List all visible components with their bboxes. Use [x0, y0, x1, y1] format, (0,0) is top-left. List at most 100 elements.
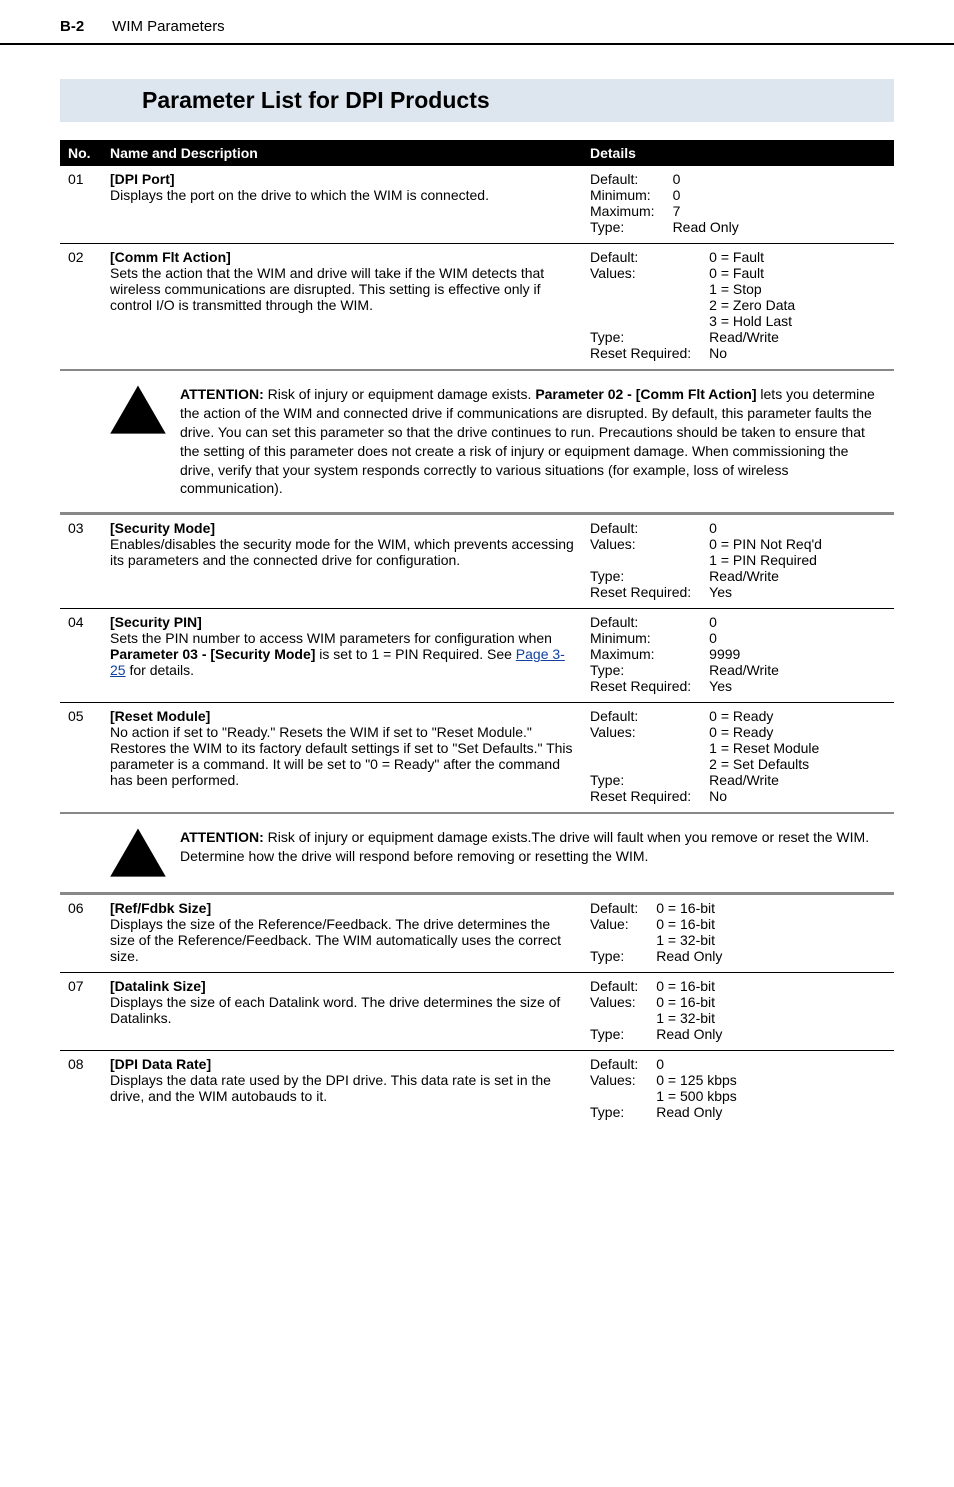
title-bar: Parameter List for DPI Products	[60, 79, 894, 122]
warning-icon	[110, 828, 166, 878]
param-no: 08	[60, 1051, 102, 1129]
table-row: 08[DPI Data Rate]Displays the data rate …	[60, 1051, 894, 1129]
param-name: [DPI Data Rate]	[110, 1056, 574, 1072]
param-details: Default:0 = FaultValues:0 = Fault1 = Sto…	[582, 244, 894, 371]
detail-label: Type:	[590, 1104, 638, 1120]
param-name-desc: [Comm Flt Action]Sets the action that th…	[102, 244, 582, 371]
detail-label: Default:	[590, 708, 691, 724]
detail-value: 7	[673, 203, 886, 219]
detail-value: 0 = Ready	[709, 724, 886, 740]
detail-value: 0	[709, 614, 886, 630]
detail-label: Reset Required:	[590, 788, 691, 804]
detail-label: Type:	[590, 948, 638, 964]
detail-label	[590, 552, 691, 568]
detail-value: Yes	[709, 584, 886, 600]
detail-label: Minimum:	[590, 630, 691, 646]
param-details: Default:0Values:0 = 125 kbps1 = 500 kbps…	[582, 1051, 894, 1129]
param-no: 06	[60, 894, 102, 973]
param-name: [Security PIN]	[110, 614, 574, 630]
param-no: 05	[60, 703, 102, 814]
param-name: [DPI Port]	[110, 171, 574, 187]
page-number: B-2	[60, 18, 84, 35]
attention-row: ATTENTION: Risk of injury or equipment d…	[60, 370, 894, 514]
table-header-row: No. Name and Description Details	[60, 140, 894, 166]
attention-empty	[60, 370, 102, 514]
page-header: B-2 WIM Parameters	[0, 0, 954, 45]
attention-cell: ATTENTION: Risk of injury or equipment d…	[102, 813, 894, 894]
param-desc: No action if set to "Ready." Resets the …	[110, 724, 574, 788]
param-desc: Sets the action that the WIM and drive w…	[110, 265, 574, 313]
param-desc: Displays the data rate used by the DPI d…	[110, 1072, 574, 1104]
detail-value: 0 = 16-bit	[656, 916, 886, 932]
param-details: Default:0 = ReadyValues:0 = Ready1 = Res…	[582, 703, 894, 814]
detail-label: Minimum:	[590, 187, 655, 203]
detail-value: Read/Write	[709, 329, 886, 345]
detail-value: Read/Write	[709, 662, 886, 678]
attention-box: ATTENTION: Risk of injury or equipment d…	[110, 828, 886, 878]
table-row: 06[Ref/Fdbk Size]Displays the size of th…	[60, 894, 894, 973]
detail-value: 0 = 16-bit	[656, 994, 886, 1010]
detail-value: 0	[673, 187, 886, 203]
parameters-table: No. Name and Description Details 01[DPI …	[60, 140, 894, 1128]
detail-label: Type:	[590, 219, 655, 235]
detail-grid: Default:0 = FaultValues:0 = Fault1 = Sto…	[590, 249, 886, 361]
detail-value: Read Only	[656, 1026, 886, 1042]
detail-label: Type:	[590, 662, 691, 678]
detail-label: Values:	[590, 536, 691, 552]
detail-label	[590, 281, 691, 297]
param-details: Default:0Minimum:0Maximum:7Type:Read Onl…	[582, 166, 894, 244]
detail-value: Read/Write	[709, 772, 886, 788]
attention-box: ATTENTION: Risk of injury or equipment d…	[110, 385, 886, 498]
detail-value: No	[709, 345, 886, 361]
param-desc: Displays the size of the Reference/Feedb…	[110, 916, 574, 964]
attention-empty	[60, 813, 102, 894]
param-name: [Datalink Size]	[110, 978, 574, 994]
attention-cell: ATTENTION: Risk of injury or equipment d…	[102, 370, 894, 514]
detail-value: 9999	[709, 646, 886, 662]
detail-value: 0 = Fault	[709, 249, 886, 265]
param-details: Default:0Minimum:0Maximum:9999Type:Read/…	[582, 609, 894, 703]
detail-value: 2 = Set Defaults	[709, 756, 886, 772]
detail-value: 0	[656, 1056, 886, 1072]
detail-label: Values:	[590, 265, 691, 281]
detail-label: Values:	[590, 724, 691, 740]
param-details: Default:0Values:0 = PIN Not Req'd1 = PIN…	[582, 514, 894, 609]
detail-label: Maximum:	[590, 646, 691, 662]
detail-value: Read Only	[656, 1104, 886, 1120]
detail-label	[590, 313, 691, 329]
param-name-desc: [DPI Data Rate]Displays the data rate us…	[102, 1051, 582, 1129]
detail-value: 3 = Hold Last	[709, 313, 886, 329]
detail-value: 2 = Zero Data	[709, 297, 886, 313]
table-row: 05[Reset Module]No action if set to "Rea…	[60, 703, 894, 814]
detail-grid: Default:0Values:0 = PIN Not Req'd1 = PIN…	[590, 520, 886, 600]
param-name-desc: [Ref/Fdbk Size]Displays the size of the …	[102, 894, 582, 973]
param-details: Default:0 = 16-bitValues:0 = 16-bit1 = 3…	[582, 973, 894, 1051]
detail-label: Values:	[590, 994, 638, 1010]
detail-grid: Default:0 = 16-bitValue:0 = 16-bit1 = 32…	[590, 900, 886, 964]
detail-value: 0 = Ready	[709, 708, 886, 724]
detail-label: Default:	[590, 978, 638, 994]
warning-icon	[110, 385, 166, 435]
table-row: 07[Datalink Size]Displays the size of ea…	[60, 973, 894, 1051]
detail-label	[590, 756, 691, 772]
table-row: 04[Security PIN]Sets the PIN number to a…	[60, 609, 894, 703]
detail-grid: Default:0Values:0 = 125 kbps1 = 500 kbps…	[590, 1056, 886, 1120]
param-no: 02	[60, 244, 102, 371]
table-row: 02[Comm Flt Action]Sets the action that …	[60, 244, 894, 371]
detail-value: 1 = Reset Module	[709, 740, 886, 756]
detail-value: 1 = 32-bit	[656, 932, 886, 948]
detail-label: Default:	[590, 900, 638, 916]
param-name-desc: [DPI Port]Displays the port on the drive…	[102, 166, 582, 244]
detail-value: 0 = Fault	[709, 265, 886, 281]
detail-label: Default:	[590, 520, 691, 536]
detail-label: Type:	[590, 772, 691, 788]
col-details: Details	[582, 140, 894, 166]
detail-label: Type:	[590, 568, 691, 584]
detail-value: 1 = 32-bit	[656, 1010, 886, 1026]
detail-label: Default:	[590, 171, 655, 187]
detail-value: 1 = Stop	[709, 281, 886, 297]
table-row: 01[DPI Port]Displays the port on the dri…	[60, 166, 894, 244]
table-row: 03[Security Mode]Enables/disables the se…	[60, 514, 894, 609]
detail-grid: Default:0 = 16-bitValues:0 = 16-bit1 = 3…	[590, 978, 886, 1042]
detail-value: 0	[709, 520, 886, 536]
